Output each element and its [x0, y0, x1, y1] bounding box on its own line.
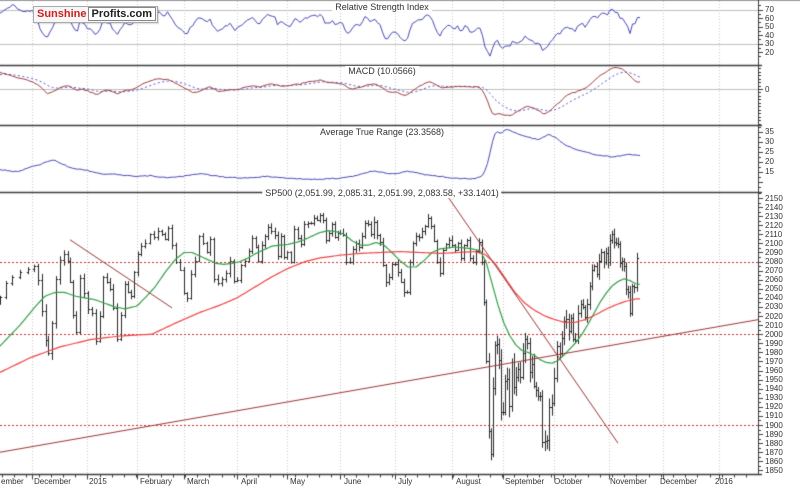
- price-axis-label: 2010: [765, 320, 783, 330]
- x-axis-month-label: November: [610, 477, 647, 486]
- price-axis-label: 2110: [765, 229, 783, 239]
- x-axis-month-label: July: [398, 477, 413, 486]
- rsi-axis-label: 30: [765, 39, 774, 48]
- price-axis-label: 1890: [765, 429, 783, 439]
- macd-axis-label: 0: [765, 84, 770, 94]
- x-axis-month-label: December: [660, 477, 697, 486]
- atr-panel-title: Average True Range (23.3568): [317, 127, 447, 137]
- price-axis-label: 2150: [765, 193, 783, 203]
- rsi-panel-title: Relative Strength Index: [332, 2, 432, 12]
- price-axis-label: 1860: [765, 456, 783, 466]
- price-axis-label: 1970: [765, 356, 783, 366]
- price-axis-label: 1870: [765, 447, 783, 457]
- atr-axis-label: 20: [765, 157, 774, 167]
- price-axis-label: 2090: [765, 247, 783, 257]
- x-axis-month-label: 2016: [715, 477, 733, 486]
- price-panel-title: SP500 (2,051.99, 2,085.31, 2,051.99, 2,0…: [262, 188, 502, 198]
- rsi-axis-label: 20: [765, 47, 774, 57]
- price-axis-label: 1990: [765, 338, 783, 348]
- price-axis-label: 2130: [765, 211, 783, 221]
- atr-axis-label: 25: [765, 147, 774, 157]
- price-axis-label: 2060: [765, 275, 783, 285]
- rsi-axis-label: 70: [765, 5, 774, 14]
- atr-axis-label: 35: [765, 127, 774, 137]
- price-axis-label: 1930: [765, 393, 783, 403]
- price-axis-label: 1980: [765, 347, 783, 357]
- x-axis-month-label: October: [554, 477, 583, 486]
- x-axis-month-label: June: [344, 477, 362, 486]
- x-axis-month-label: August: [456, 477, 481, 486]
- x-axis-month-label: April: [241, 477, 258, 486]
- atr-axis-label: 30: [765, 137, 774, 147]
- x-axis-month-label: September: [505, 477, 545, 486]
- price-axis-label: 1880: [765, 438, 783, 448]
- x-axis-month-label: March: [187, 477, 210, 486]
- price-axis-label: 2040: [765, 293, 783, 303]
- x-axis-month-label: May: [290, 477, 306, 486]
- price-axis-label: 2100: [765, 238, 783, 248]
- price-axis-label: 2050: [765, 284, 783, 294]
- rsi-axis-label: 60: [765, 13, 774, 23]
- price-axis-label: 2140: [765, 202, 783, 212]
- x-axis-month-label: ember: [1, 477, 24, 486]
- price-axis-label: 1920: [765, 402, 783, 412]
- price-axis-label: 1850: [765, 465, 783, 475]
- price-axis-label: 2070: [765, 266, 783, 276]
- x-axis-month-label: February: [140, 477, 173, 486]
- price-axis-label: 2020: [765, 311, 783, 321]
- atr-axis-label: 15: [765, 167, 774, 177]
- price-axis-label: 2080: [765, 257, 783, 267]
- price-axis-label: 1950: [765, 375, 783, 385]
- price-axis-label: 1910: [765, 411, 783, 421]
- sunshine-profits-logo: Sunshine Profits.com: [33, 6, 159, 23]
- logo-text-profits: Profits.com: [87, 7, 157, 21]
- price-axis-label: 2120: [765, 220, 783, 230]
- price-axis-label: 2030: [765, 302, 783, 312]
- price-axis-label: 1960: [765, 366, 783, 376]
- logo-text-sunshine: Sunshine: [37, 8, 87, 20]
- price-axis-label: 2000: [765, 329, 783, 339]
- macd-panel-title: MACD (10.0566): [345, 66, 419, 76]
- rsi-axis-label: 50: [765, 22, 774, 31]
- price-axis-label: 1900: [765, 420, 783, 430]
- price-axis-label: 1940: [765, 384, 783, 394]
- x-axis-month-label: December: [34, 477, 71, 486]
- x-axis-month-label: 2015: [89, 477, 107, 486]
- rsi-axis-label: 40: [765, 30, 774, 40]
